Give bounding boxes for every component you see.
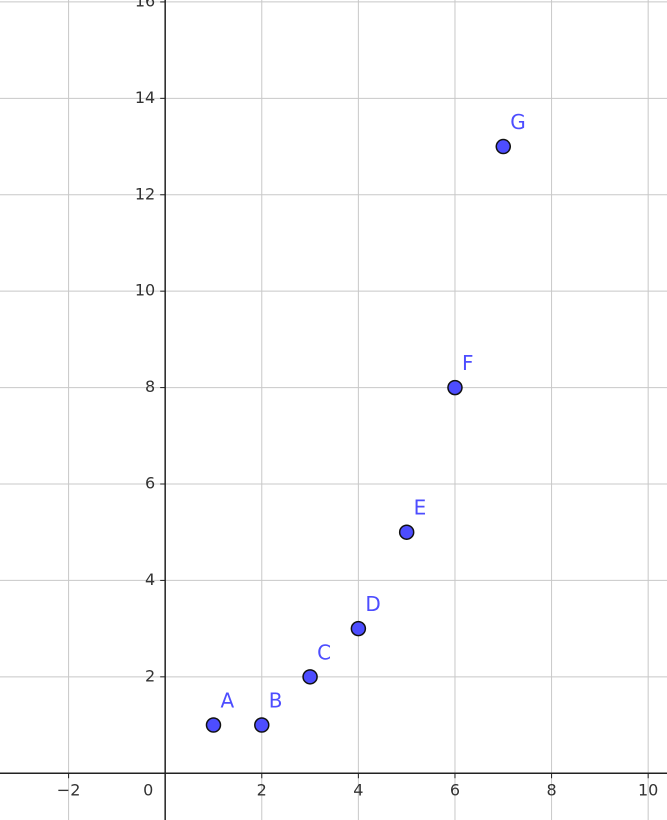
- x-tick-label: 6: [450, 781, 460, 800]
- point-label: G: [510, 110, 526, 134]
- x-tick-label: 8: [546, 781, 556, 800]
- y-tick-label: 4: [145, 570, 155, 589]
- point: [302, 669, 318, 685]
- point-label: D: [365, 592, 380, 616]
- x-tick-label: 0: [143, 781, 153, 800]
- y-tick-label: 10: [135, 281, 155, 300]
- point-label: E: [414, 496, 427, 520]
- x-tick-label: 4: [353, 781, 363, 800]
- point-label: A: [220, 689, 234, 713]
- point: [447, 379, 463, 396]
- y-tick-label: 16: [135, 0, 155, 10]
- point: [398, 524, 415, 540]
- y-tick-label: 12: [135, 184, 155, 203]
- y-tick-label: 8: [145, 377, 155, 396]
- x-tick-label: −2: [57, 781, 81, 800]
- point: [254, 717, 270, 733]
- point: [495, 138, 512, 155]
- point-label: B: [269, 689, 283, 713]
- point-label: C: [317, 640, 331, 664]
- y-tick-label: 2: [145, 666, 155, 685]
- x-tick-label: 2: [257, 781, 267, 800]
- y-tick-label: 14: [135, 88, 155, 107]
- y-tick-label: 6: [145, 473, 155, 492]
- point: [205, 717, 222, 733]
- point: [350, 620, 367, 637]
- x-tick-label: 10: [638, 781, 658, 800]
- point-label: F: [462, 351, 474, 375]
